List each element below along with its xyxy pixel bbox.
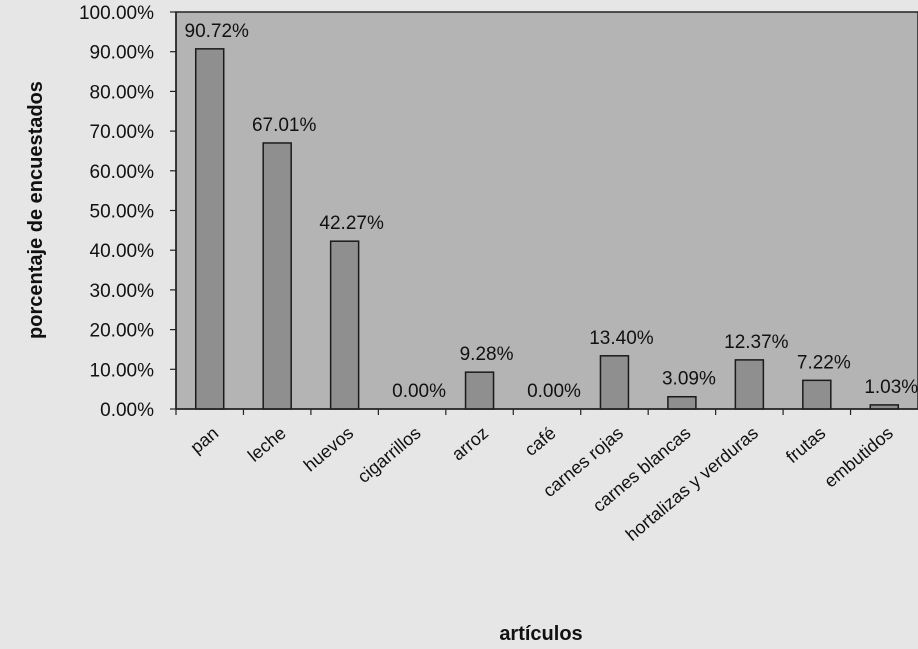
y-tick-label: 100.00% <box>79 3 154 24</box>
data-label: 90.72% <box>185 21 250 42</box>
data-label: 42.27% <box>319 213 384 234</box>
bar-pan <box>194 48 225 410</box>
y-tick-label: 60.00% <box>90 162 155 183</box>
bar-carnes-blancas <box>667 395 697 410</box>
y-tick-label: 50.00% <box>90 202 155 223</box>
y-tick-label: 10.00% <box>90 360 155 381</box>
bar-huevos <box>329 240 360 410</box>
data-label: 7.22% <box>797 352 851 373</box>
bar-hortalizas-y-verduras <box>734 359 765 410</box>
y-axis-title: porcentaje de encuestados <box>25 81 47 339</box>
y-tick-label: 70.00% <box>90 122 155 143</box>
bars <box>194 48 900 410</box>
bar-carnes-rojas <box>599 355 630 410</box>
y-axis-ticks: 0.00% 10.00% 20.00% 30.00% 40.00% 50.00% 60.00… <box>79 3 176 421</box>
data-label: 0.00% <box>527 381 581 402</box>
bar-arroz <box>464 371 495 410</box>
data-label: 0.00% <box>392 381 446 402</box>
y-tick-label: 80.00% <box>90 82 155 103</box>
bar-frutas <box>802 379 832 410</box>
data-label: 67.01% <box>252 115 317 136</box>
y-tick-label: 90.00% <box>90 43 155 64</box>
data-label: 3.09% <box>662 369 716 390</box>
data-label: 9.28% <box>460 344 514 365</box>
x-axis-title: artículos <box>499 623 582 645</box>
data-label: 13.40% <box>589 328 654 349</box>
bar-leche <box>262 142 292 410</box>
data-label: 12.37% <box>724 332 789 353</box>
y-tick-label: 0.00% <box>100 400 154 421</box>
plot-area <box>175 11 918 410</box>
data-labels: 90.72% 67.01% 42.27% 0.00% 9.28% 0.00% 13.40% 3… <box>185 21 918 402</box>
y-tick-label: 20.00% <box>90 321 155 342</box>
y-tick-label: 30.00% <box>90 281 155 302</box>
y-tick-label: 40.00% <box>90 241 155 262</box>
data-label: 1.03% <box>864 377 918 398</box>
